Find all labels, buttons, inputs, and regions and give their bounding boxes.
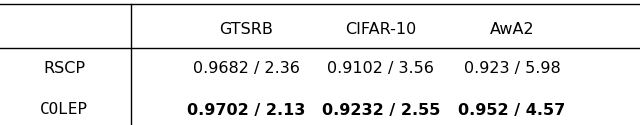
Text: COLEP: COLEP xyxy=(40,102,88,118)
Text: 0.9702 / 2.13: 0.9702 / 2.13 xyxy=(188,102,305,118)
Text: 0.923 / 5.98: 0.923 / 5.98 xyxy=(463,61,561,76)
Text: 0.9682 / 2.36: 0.9682 / 2.36 xyxy=(193,61,300,76)
Text: 0.9232 / 2.55: 0.9232 / 2.55 xyxy=(322,102,440,118)
Text: AwA2: AwA2 xyxy=(490,22,534,38)
Text: RSCP: RSCP xyxy=(43,61,85,76)
Text: GTSRB: GTSRB xyxy=(220,22,273,38)
Text: CIFAR-10: CIFAR-10 xyxy=(345,22,417,38)
Text: 0.9102 / 3.56: 0.9102 / 3.56 xyxy=(328,61,434,76)
Text: 0.952 / 4.57: 0.952 / 4.57 xyxy=(458,102,566,118)
